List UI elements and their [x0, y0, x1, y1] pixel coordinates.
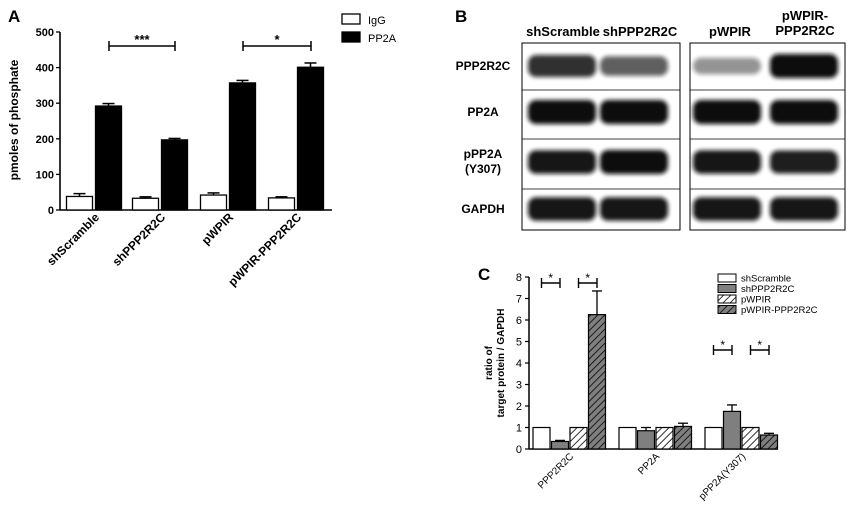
- chart-c-ytick-label: 3: [516, 380, 522, 392]
- chart-c-bar: [569, 426, 588, 450]
- chart-a-sig-label: *: [274, 32, 280, 47]
- chart-c-sig-label: *: [585, 271, 590, 285]
- chart-c-bar: [532, 426, 551, 450]
- chart-a-sig-label: ***: [134, 32, 150, 47]
- blot-band: [693, 100, 761, 124]
- chart-c-sig-label: *: [757, 338, 762, 352]
- chart-c-ytick-label: 6: [516, 315, 522, 327]
- blot-column-header: pWPIR-: [782, 8, 828, 23]
- blot-band: [600, 150, 668, 174]
- chart-c-category-label: PP2A: [636, 451, 662, 477]
- chart-c-bar: [587, 314, 607, 450]
- blot-row-label: PP2A: [467, 105, 499, 119]
- chart-a-category-label: shScramble: [44, 210, 102, 268]
- blot-band: [528, 150, 596, 174]
- blot-row-label: (Y307): [465, 162, 501, 176]
- chart-c-legend-label: pWPIR-PPP2R2C: [741, 305, 818, 316]
- chart-a-category-label: shPPP2R2C: [110, 210, 169, 269]
- blot-row-label: PPP2R2C: [456, 59, 511, 73]
- chart-a-bar: [131, 197, 160, 211]
- chart-c: ratio of target protein / GAPDH 0 1 2 3 4 5 6 7…: [484, 271, 818, 502]
- chart-a: pmoles of phosphate 0 100 200 300 400 500 shSc…: [7, 13, 397, 289]
- chart-a-ytick-label: 0: [48, 205, 54, 217]
- blot-band: [600, 56, 668, 76]
- chart-c-bar: [636, 430, 656, 450]
- blot-band: [770, 150, 838, 174]
- chart-a-bar: [65, 195, 94, 211]
- blot-column-header: shPPP2R2C: [603, 24, 678, 39]
- blot-band: [693, 150, 761, 174]
- chart-c-legend-swatch: [717, 294, 737, 304]
- chart-a-legend-swatch: [341, 13, 361, 25]
- chart-c-bar: [550, 440, 570, 450]
- chart-c-ytick-label: 8: [516, 272, 522, 284]
- blot-row-label: GAPDH: [461, 202, 504, 216]
- chart-a-legend-label: PP2A: [368, 33, 397, 45]
- blot-band: [528, 197, 596, 221]
- chart-a-ytick-label: 400: [36, 63, 54, 75]
- chart-c-legend-label: shScramble: [741, 274, 791, 285]
- blot-band: [528, 55, 596, 77]
- chart-c-legend-swatch: [717, 284, 737, 293]
- chart-c-sig-label: *: [720, 338, 725, 352]
- chart-c-ylabel-line1: ratio of: [484, 345, 495, 380]
- chart-c-ytick-label: 4: [516, 358, 522, 370]
- chart-c-bar: [673, 425, 693, 450]
- blot-band: [770, 197, 838, 221]
- chart-c-ytick-label: 5: [516, 337, 522, 349]
- chart-c-category-label: PPP2R2C: [536, 451, 576, 491]
- chart-a-ytick-label: 500: [36, 27, 54, 39]
- chart-a-legend-swatch: [341, 31, 361, 43]
- blot-band: [600, 100, 668, 124]
- chart-c-ytick-label: 0: [516, 444, 522, 456]
- chart-c-category-label: pPP2A(Y307): [697, 451, 748, 502]
- chart-a-ytick-label: 300: [36, 98, 54, 110]
- chart-c-ylabel-line2: target protein / GAPDH: [496, 309, 507, 418]
- chart-a-ytick-label: 200: [36, 134, 54, 146]
- chart-c-bar: [759, 434, 779, 450]
- blot-column-header: PPP2R2C: [775, 23, 835, 38]
- chart-a-ytick-label: 100: [36, 169, 54, 181]
- western-blot: shScramble shPPP2R2C pWPIRpWPIR-PPP2R2CPPP…: [456, 8, 846, 231]
- panel-label-a: A: [8, 7, 20, 26]
- chart-c-bar: [655, 426, 674, 450]
- chart-a-category-label: pWPIR: [199, 210, 236, 247]
- chart-c-legend-label: pWPIR: [741, 295, 771, 306]
- chart-a-ylabel: pmoles of phosphate: [7, 59, 21, 180]
- chart-c-ytick-label: 7: [516, 294, 522, 306]
- chart-c-bar: [741, 426, 760, 450]
- chart-c-bar: [722, 410, 742, 450]
- blot-band: [528, 100, 596, 124]
- chart-a-category-label: pWPIR-PPP2R2C: [225, 210, 304, 289]
- blot-column-header: pWPIR: [709, 24, 751, 39]
- blot-band: [770, 100, 838, 124]
- chart-a-bar: [199, 194, 228, 211]
- panel-label-b: B: [455, 7, 467, 26]
- chart-c-ytick-label: 1: [516, 423, 522, 435]
- chart-a-bar: [296, 66, 325, 211]
- chart-c-legend-swatch: [717, 305, 737, 314]
- blot-column-header: shScramble: [526, 24, 600, 39]
- blot-row-label: pPP2A: [464, 147, 503, 161]
- chart-a-bar: [94, 105, 123, 211]
- chart-c-bar: [618, 426, 637, 450]
- chart-c-sig-label: *: [548, 271, 553, 285]
- chart-a-bar: [160, 139, 189, 211]
- chart-c-legend-swatch: [717, 273, 737, 283]
- panel-label-c: C: [478, 265, 490, 284]
- chart-a-bar: [228, 82, 257, 211]
- chart-c-legend-label: shPPP2R2C: [741, 284, 794, 295]
- chart-c-bar: [704, 426, 723, 450]
- blot-band: [693, 57, 761, 75]
- chart-a-bar: [267, 197, 296, 211]
- blot-band: [600, 197, 668, 221]
- chart-c-ytick-label: 2: [516, 401, 522, 413]
- blot-band: [770, 54, 838, 78]
- blot-band: [693, 197, 761, 221]
- chart-a-legend-label: IgG: [368, 15, 386, 27]
